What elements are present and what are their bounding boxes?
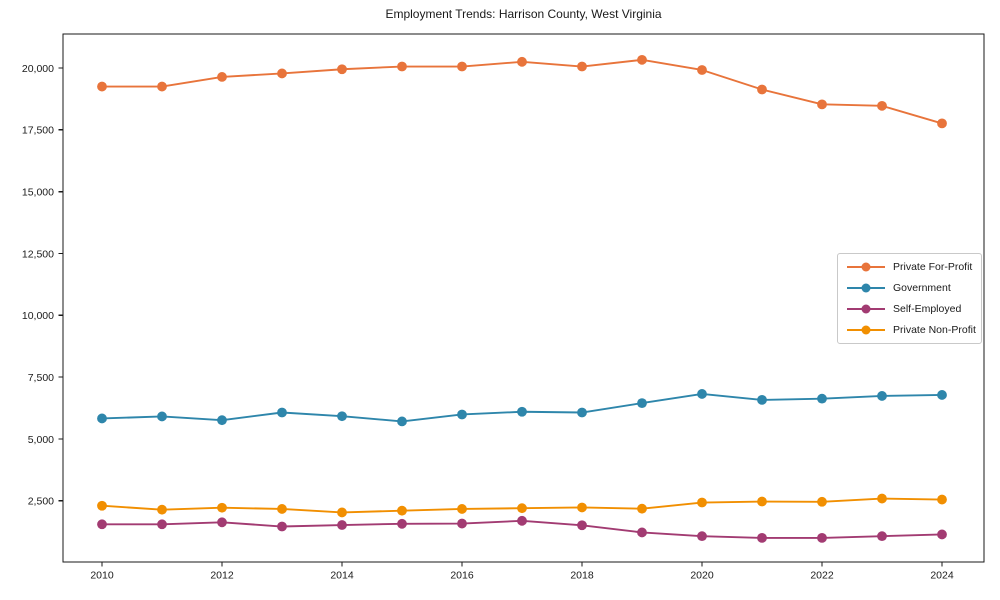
legend-label-self-employed: Self-Employed xyxy=(893,302,962,315)
data-point-private-for-profit-2019 xyxy=(637,54,647,65)
y-tick-label: 20,000 xyxy=(22,63,54,75)
data-point-government-2015 xyxy=(397,416,407,427)
x-tick-label: 2024 xyxy=(930,570,954,582)
y-tick-label: 7,500 xyxy=(28,372,54,384)
legend-label-private-for-profit: Private For-Profit xyxy=(893,261,973,274)
data-point-private-non-profit-2023 xyxy=(877,493,887,504)
data-point-government-2020 xyxy=(697,389,707,399)
data-point-private-non-profit-2024 xyxy=(937,494,947,505)
data-point-private-non-profit-2014 xyxy=(337,507,347,518)
y-tick-label: 2,500 xyxy=(28,496,54,508)
data-point-government-2016 xyxy=(457,409,467,420)
legend-item-private-non-profit: Private Non-Profit xyxy=(838,320,981,340)
data-point-self-employed-2013 xyxy=(277,521,287,532)
legend-item-government: Government xyxy=(838,278,981,298)
data-point-private-for-profit-2014 xyxy=(337,64,347,75)
x-tick-label: 2022 xyxy=(810,570,834,582)
series-line-private-for-profit xyxy=(101,58,943,125)
x-tick-label: 2018 xyxy=(570,570,594,582)
data-point-self-employed-2023 xyxy=(877,531,887,542)
data-point-private-for-profit-2010 xyxy=(97,81,107,92)
data-point-private-non-profit-2012 xyxy=(217,502,227,513)
y-tick-label: 17,500 xyxy=(22,125,54,137)
data-point-government-2021 xyxy=(757,394,767,405)
y-tick-label: 15,000 xyxy=(22,186,54,198)
data-point-private-non-profit-2010 xyxy=(97,500,107,511)
data-point-self-employed-2020 xyxy=(697,531,707,542)
data-point-private-for-profit-2022 xyxy=(817,99,827,110)
legend-marker-dot-self-employed xyxy=(861,304,871,314)
legend-item-private-for-profit: Private For-Profit xyxy=(838,257,981,277)
data-point-self-employed-2015 xyxy=(397,518,407,529)
data-point-private-non-profit-2017 xyxy=(517,503,527,514)
legend-line-sample-self-employed xyxy=(847,304,885,314)
data-point-private-for-profit-2013 xyxy=(277,68,287,79)
data-point-self-employed-2017 xyxy=(517,515,527,526)
x-tick-label: 2012 xyxy=(210,570,234,582)
data-point-private-non-profit-2021 xyxy=(757,496,767,507)
data-point-self-employed-2016 xyxy=(457,518,467,529)
legend-marker-dot-government xyxy=(861,283,871,293)
data-point-self-employed-2011 xyxy=(157,519,167,530)
data-point-government-2011 xyxy=(157,411,167,422)
data-point-private-for-profit-2018 xyxy=(577,61,587,72)
data-point-self-employed-2019 xyxy=(637,527,647,538)
data-point-private-for-profit-2021 xyxy=(757,84,767,95)
data-point-self-employed-2024 xyxy=(937,529,947,540)
data-point-government-2012 xyxy=(217,415,227,426)
data-point-private-non-profit-2019 xyxy=(637,503,647,514)
legend-label-private-non-profit: Private Non-Profit xyxy=(893,323,976,336)
data-point-private-for-profit-2023 xyxy=(877,100,887,111)
data-point-private-for-profit-2012 xyxy=(217,72,227,82)
data-point-private-for-profit-2015 xyxy=(397,61,407,72)
chart-title: Employment Trends: Harrison County, West… xyxy=(385,7,662,21)
y-tick-label: 10,000 xyxy=(22,310,54,322)
plot-area-border xyxy=(62,33,985,563)
legend-line-sample-private-for-profit xyxy=(847,262,885,272)
data-point-self-employed-2018 xyxy=(577,520,587,531)
x-tick-label: 2020 xyxy=(690,570,714,582)
data-point-private-for-profit-2016 xyxy=(457,61,467,72)
legend-marker-dot-private-for-profit xyxy=(861,262,871,272)
data-point-private-non-profit-2020 xyxy=(697,497,707,508)
data-point-self-employed-2012 xyxy=(217,517,227,528)
data-point-private-for-profit-2020 xyxy=(697,65,707,75)
data-point-government-2024 xyxy=(937,390,947,400)
data-point-government-2010 xyxy=(97,413,107,424)
y-tick-label: 12,500 xyxy=(22,248,54,260)
data-point-private-for-profit-2017 xyxy=(517,56,527,67)
legend-line-sample-government xyxy=(847,283,885,293)
data-point-government-2017 xyxy=(517,406,527,417)
data-point-private-non-profit-2015 xyxy=(397,505,407,516)
x-tick-label: 2016 xyxy=(450,570,474,582)
data-point-government-2023 xyxy=(877,391,887,401)
data-point-private-for-profit-2024 xyxy=(937,118,947,129)
data-point-private-for-profit-2011 xyxy=(157,81,167,92)
data-point-government-2013 xyxy=(277,407,287,418)
data-point-private-non-profit-2016 xyxy=(457,504,467,514)
data-point-self-employed-2022 xyxy=(817,532,827,543)
data-point-private-non-profit-2011 xyxy=(157,504,167,515)
data-point-government-2018 xyxy=(577,407,587,418)
x-tick-label: 2014 xyxy=(330,570,354,582)
legend-marker-dot-private-non-profit xyxy=(861,325,871,335)
data-point-government-2014 xyxy=(337,411,347,422)
x-tick-label: 2010 xyxy=(90,570,114,582)
data-point-self-employed-2010 xyxy=(97,519,107,530)
legend-item-self-employed: Self-Employed xyxy=(838,299,981,319)
data-point-government-2022 xyxy=(817,393,827,404)
legend-line-sample-private-non-profit xyxy=(847,325,885,335)
data-point-government-2019 xyxy=(637,398,647,409)
data-point-self-employed-2021 xyxy=(757,532,767,543)
y-tick-label: 5,000 xyxy=(28,434,54,446)
data-point-private-non-profit-2013 xyxy=(277,504,287,514)
data-point-self-employed-2014 xyxy=(337,520,347,530)
legend-label-government: Government xyxy=(893,282,951,295)
legend: Private For-Profit Government Self-Employe… xyxy=(837,253,982,344)
data-point-private-non-profit-2022 xyxy=(817,496,827,507)
data-point-private-non-profit-2018 xyxy=(577,502,587,513)
